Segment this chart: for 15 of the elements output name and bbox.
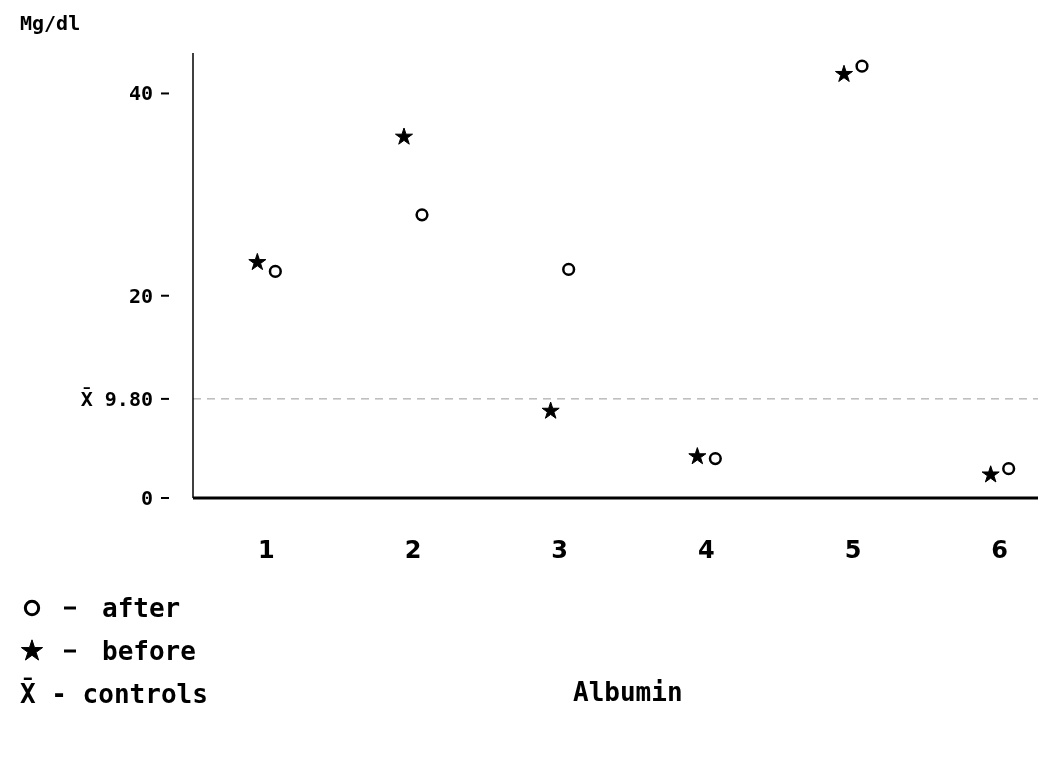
y-tick-label: 20 (128, 283, 153, 308)
legend-label: before (102, 636, 196, 667)
y-tick-label: 0 (140, 486, 153, 510)
x-axis-title: Albumin (573, 677, 683, 707)
x-tick-label: 6 (991, 536, 1009, 564)
x-tick-label: 5 (844, 536, 862, 564)
x-tick-label: 1 (257, 536, 275, 564)
x-tick-label: 4 (697, 536, 715, 564)
y-tick-label: 40 (128, 81, 153, 106)
text: X̄ - controls (20, 677, 208, 710)
ref-line-label: X̄ 9.80 (80, 386, 153, 411)
y-axis-title: Mg/dl (20, 11, 81, 35)
legend-label: after (102, 593, 181, 624)
x-tick-label: 3 (551, 536, 569, 564)
x-tick-label: 2 (404, 536, 422, 564)
